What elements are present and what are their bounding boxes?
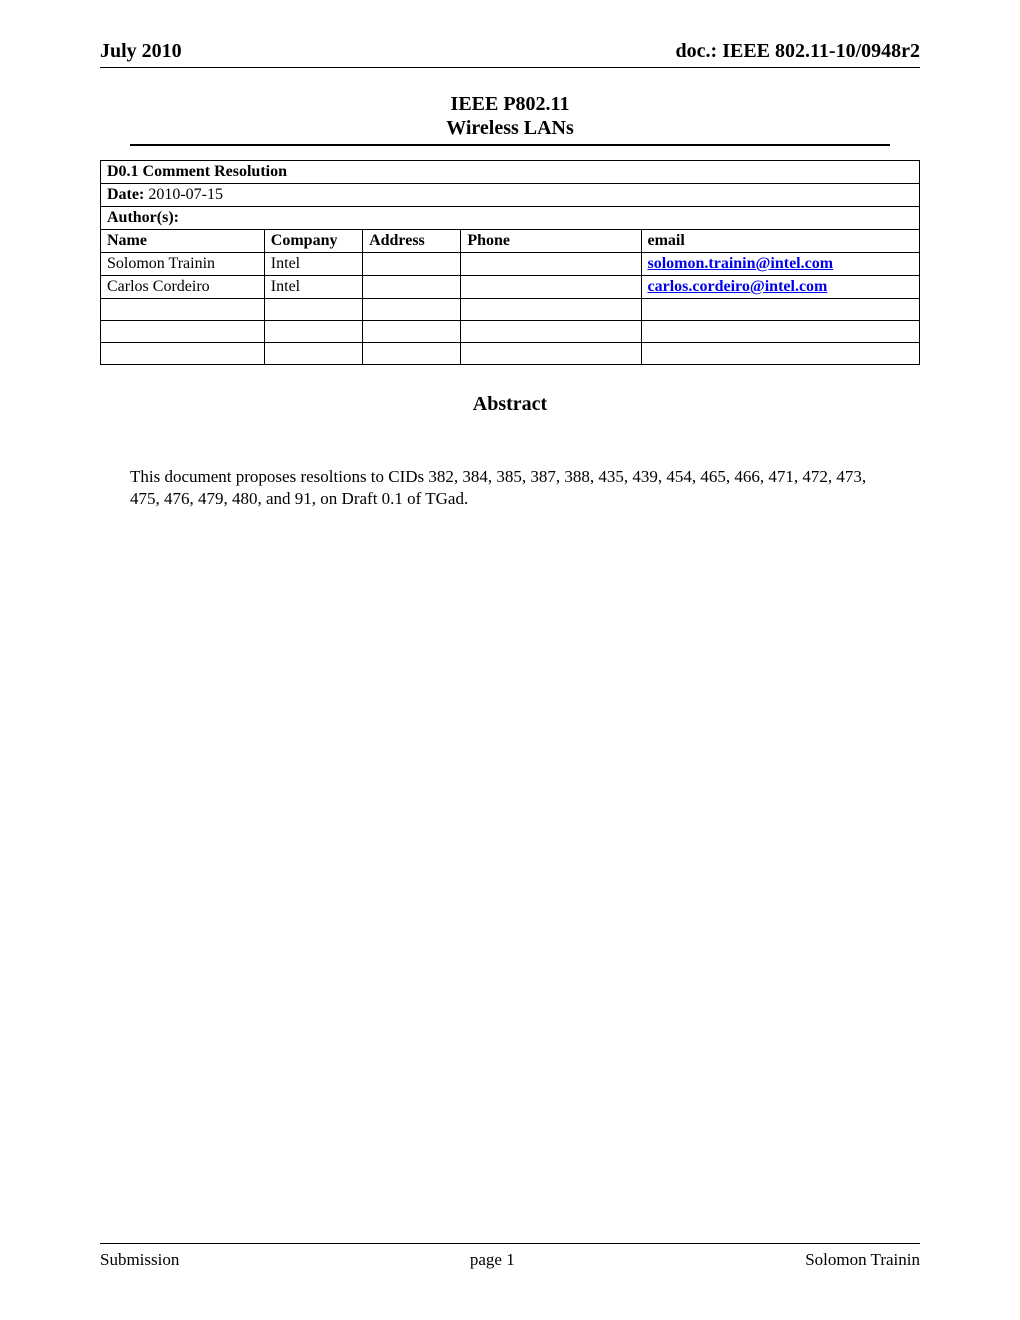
empty-cell xyxy=(101,299,265,321)
empty-cell xyxy=(363,299,461,321)
date-cell: Date: 2010-07-15 xyxy=(101,184,920,207)
empty-cell xyxy=(264,321,362,343)
abstract-body: This document proposes resoltions to CID… xyxy=(130,466,890,510)
authors-label: Author(s): xyxy=(101,207,920,230)
empty-cell xyxy=(461,343,641,365)
empty-cell xyxy=(264,299,362,321)
author-row: Carlos Cordeiro Intel carlos.cordeiro@in… xyxy=(101,276,920,299)
empty-cell xyxy=(641,321,920,343)
title-line2: Wireless LANs xyxy=(130,116,890,140)
author-name: Solomon Trainin xyxy=(101,253,265,276)
empty-cell xyxy=(461,299,641,321)
empty-cell xyxy=(363,343,461,365)
author-row-empty xyxy=(101,299,920,321)
header-date: July 2010 xyxy=(100,40,182,63)
col-header-name: Name xyxy=(101,230,265,253)
col-header-email: email xyxy=(641,230,920,253)
date-value: 2010-07-15 xyxy=(144,186,223,203)
doc-title-row: D0.1 Comment Resolution xyxy=(101,161,920,184)
empty-cell xyxy=(461,321,641,343)
empty-cell xyxy=(641,343,920,365)
page-footer: Submission page 1 Solomon Trainin xyxy=(100,1243,920,1270)
date-row: Date: 2010-07-15 xyxy=(101,184,920,207)
author-email-link[interactable]: carlos.cordeiro@intel.com xyxy=(648,278,828,295)
author-email-cell: carlos.cordeiro@intel.com xyxy=(641,276,920,299)
doc-title-cell: D0.1 Comment Resolution xyxy=(101,161,920,184)
empty-cell xyxy=(363,321,461,343)
abstract-heading: Abstract xyxy=(100,393,920,416)
author-phone xyxy=(461,253,641,276)
header-doc-number: doc.: IEEE 802.11-10/0948r2 xyxy=(676,40,920,63)
footer-row: Submission page 1 Solomon Trainin xyxy=(100,1250,920,1270)
author-company: Intel xyxy=(264,253,362,276)
author-address xyxy=(363,276,461,299)
empty-cell xyxy=(264,343,362,365)
document-info-table: D0.1 Comment Resolution Date: 2010-07-15… xyxy=(100,160,920,365)
author-address xyxy=(363,253,461,276)
footer-divider xyxy=(100,1243,920,1244)
author-email-cell: solomon.trainin@intel.com xyxy=(641,253,920,276)
author-row-empty xyxy=(101,321,920,343)
standard-title: IEEE P802.11 Wireless LANs xyxy=(130,92,890,146)
document-page: July 2010 doc.: IEEE 802.11-10/0948r2 IE… xyxy=(0,0,1020,1320)
author-company: Intel xyxy=(264,276,362,299)
author-email-link[interactable]: solomon.trainin@intel.com xyxy=(648,255,834,272)
empty-cell xyxy=(101,321,265,343)
date-label: Date: xyxy=(107,186,144,203)
footer-center: page 1 xyxy=(470,1250,515,1270)
empty-cell xyxy=(641,299,920,321)
author-row: Solomon Trainin Intel solomon.trainin@in… xyxy=(101,253,920,276)
author-phone xyxy=(461,276,641,299)
author-row-empty xyxy=(101,343,920,365)
footer-right: Solomon Trainin xyxy=(805,1250,920,1270)
col-header-company: Company xyxy=(264,230,362,253)
title-line1: IEEE P802.11 xyxy=(130,92,890,116)
authors-label-row: Author(s): xyxy=(101,207,920,230)
column-header-row: Name Company Address Phone email xyxy=(101,230,920,253)
page-header: July 2010 doc.: IEEE 802.11-10/0948r2 xyxy=(100,40,920,68)
empty-cell xyxy=(101,343,265,365)
col-header-phone: Phone xyxy=(461,230,641,253)
col-header-address: Address xyxy=(363,230,461,253)
author-name: Carlos Cordeiro xyxy=(101,276,265,299)
footer-left: Submission xyxy=(100,1250,179,1270)
